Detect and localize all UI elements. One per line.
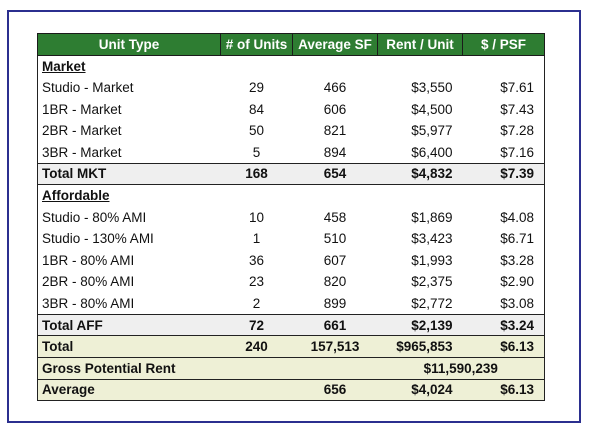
average-sf: 899 bbox=[323, 295, 347, 311]
average-sf: 458 bbox=[323, 209, 347, 225]
psf: $6.71 bbox=[462, 227, 545, 250]
units: 84 bbox=[248, 101, 265, 117]
units: 36 bbox=[248, 252, 265, 268]
table-row: 1BR - Market 84 606 $4,500 $7.43 bbox=[37, 98, 545, 120]
table-row: 2BR - Market 50 821 $5,977 $7.28 bbox=[37, 119, 545, 142]
table-row: 2BR - 80% AMI 23 820 $2,375 $2.90 bbox=[37, 271, 545, 293]
header-average-sf: Average SF bbox=[292, 33, 378, 56]
average-row: Average 656 $4,024 $6.13 bbox=[37, 378, 545, 402]
rent: $3,550 bbox=[411, 79, 453, 95]
average-sf: 157,513 bbox=[292, 335, 378, 358]
unit-type: Total AFF bbox=[37, 313, 221, 337]
units: 1 bbox=[252, 231, 261, 247]
unit-type: 2BR - 80% AMI bbox=[37, 271, 221, 293]
table-row: 3BR - 80% AMI 2 899 $2,772 $3.08 bbox=[37, 292, 545, 315]
total-aff-row: Total AFF 72 661 $2,139 $3.24 bbox=[37, 313, 545, 337]
psf: $7.61 bbox=[462, 76, 545, 99]
header-row: Unit Type # of Units Average SF Rent / U… bbox=[37, 33, 545, 56]
section-label: Market bbox=[37, 55, 221, 77]
rent: $1,869 bbox=[411, 209, 453, 225]
unit-type: Total MKT bbox=[37, 162, 221, 186]
average-sf: 894 bbox=[323, 144, 347, 160]
unit-type: Studio - 130% AMI bbox=[37, 227, 221, 250]
psf: $4.08 bbox=[462, 206, 545, 228]
table-row: 3BR - Market 5 894 $6,400 $7.16 bbox=[37, 141, 545, 164]
rent: $1,993 bbox=[411, 252, 453, 268]
average-sf: 510 bbox=[323, 231, 347, 247]
unit-type: Total bbox=[37, 335, 221, 358]
psf: $2.90 bbox=[462, 271, 545, 293]
unit-type: Studio - 80% AMI bbox=[37, 206, 221, 228]
average-sf: 821 bbox=[323, 123, 347, 139]
gpr-value: $11,590,239 bbox=[377, 356, 545, 380]
average-sf: 654 bbox=[292, 162, 378, 186]
grand-total-row: Total 240 157,513 $965,853 $6.13 bbox=[37, 335, 545, 358]
psf: $3.24 bbox=[462, 313, 545, 337]
psf: $7.43 bbox=[462, 98, 545, 120]
average-sf: 607 bbox=[323, 252, 347, 268]
psf: $6.13 bbox=[462, 378, 545, 402]
average-sf: 606 bbox=[323, 101, 347, 117]
rent-roll-table: Unit Type # of Units Average SF Rent / U… bbox=[37, 33, 545, 402]
psf: $3.28 bbox=[462, 249, 545, 272]
table-row: Studio - 130% AMI 1 510 $3,423 $6.71 bbox=[37, 227, 545, 250]
table-row: 1BR - 80% AMI 36 607 $1,993 $3.28 bbox=[37, 249, 545, 272]
header-rent-per-unit: Rent / Unit bbox=[377, 33, 463, 56]
units: 29 bbox=[248, 79, 265, 95]
unit-type: Average bbox=[37, 378, 221, 402]
table-row: Studio - 80% AMI 10 458 $1,869 $4.08 bbox=[37, 206, 545, 228]
rent: $4,832 bbox=[377, 162, 463, 186]
rent: $5,977 bbox=[411, 123, 453, 139]
section-market: Market bbox=[37, 55, 545, 77]
units: 72 bbox=[220, 313, 293, 337]
gross-potential-rent-row: Gross Potential Rent $11,590,239 bbox=[37, 356, 545, 380]
units: 50 bbox=[248, 123, 265, 139]
units: 23 bbox=[248, 274, 265, 290]
rent: $2,139 bbox=[377, 313, 463, 337]
average-sf: 661 bbox=[292, 313, 378, 337]
rent: $2,375 bbox=[411, 274, 453, 290]
section-label: Affordable bbox=[37, 184, 221, 207]
psf: $7.16 bbox=[462, 141, 545, 164]
rent: $4,024 bbox=[377, 378, 463, 402]
units: 240 bbox=[220, 335, 293, 358]
average-sf: 656 bbox=[292, 378, 378, 402]
unit-type: 1BR - 80% AMI bbox=[37, 249, 221, 272]
units: 2 bbox=[252, 295, 261, 311]
psf: $7.39 bbox=[462, 162, 545, 186]
unit-type: 3BR - Market bbox=[37, 141, 221, 164]
average-sf: 466 bbox=[323, 79, 347, 95]
average-sf: 820 bbox=[323, 274, 347, 290]
section-affordable: Affordable bbox=[37, 184, 545, 207]
header-unit-type: Unit Type bbox=[37, 33, 221, 56]
units: 168 bbox=[220, 162, 293, 186]
rent: $2,772 bbox=[411, 295, 453, 311]
header-psf: $ / PSF bbox=[462, 33, 545, 56]
unit-type: Studio - Market bbox=[37, 76, 221, 99]
unit-type: 1BR - Market bbox=[37, 98, 221, 120]
units bbox=[220, 378, 293, 402]
rent: $965,853 bbox=[377, 335, 463, 358]
gpr-label: Gross Potential Rent bbox=[37, 356, 221, 380]
header-num-units: # of Units bbox=[220, 33, 293, 56]
rent: $4,500 bbox=[411, 101, 453, 117]
psf: $7.28 bbox=[462, 119, 545, 142]
total-mkt-row: Total MKT 168 654 $4,832 $7.39 bbox=[37, 162, 545, 186]
psf: $6.13 bbox=[462, 335, 545, 358]
units: 5 bbox=[252, 144, 261, 160]
units: 10 bbox=[248, 209, 265, 225]
rent: $6,400 bbox=[411, 144, 453, 160]
unit-type: 3BR - 80% AMI bbox=[37, 292, 221, 315]
unit-type: 2BR - Market bbox=[37, 119, 221, 142]
rent: $3,423 bbox=[411, 231, 453, 247]
table-row: Studio - Market 29 466 $3,550 $7.61 bbox=[37, 76, 545, 99]
psf: $3.08 bbox=[462, 292, 545, 315]
